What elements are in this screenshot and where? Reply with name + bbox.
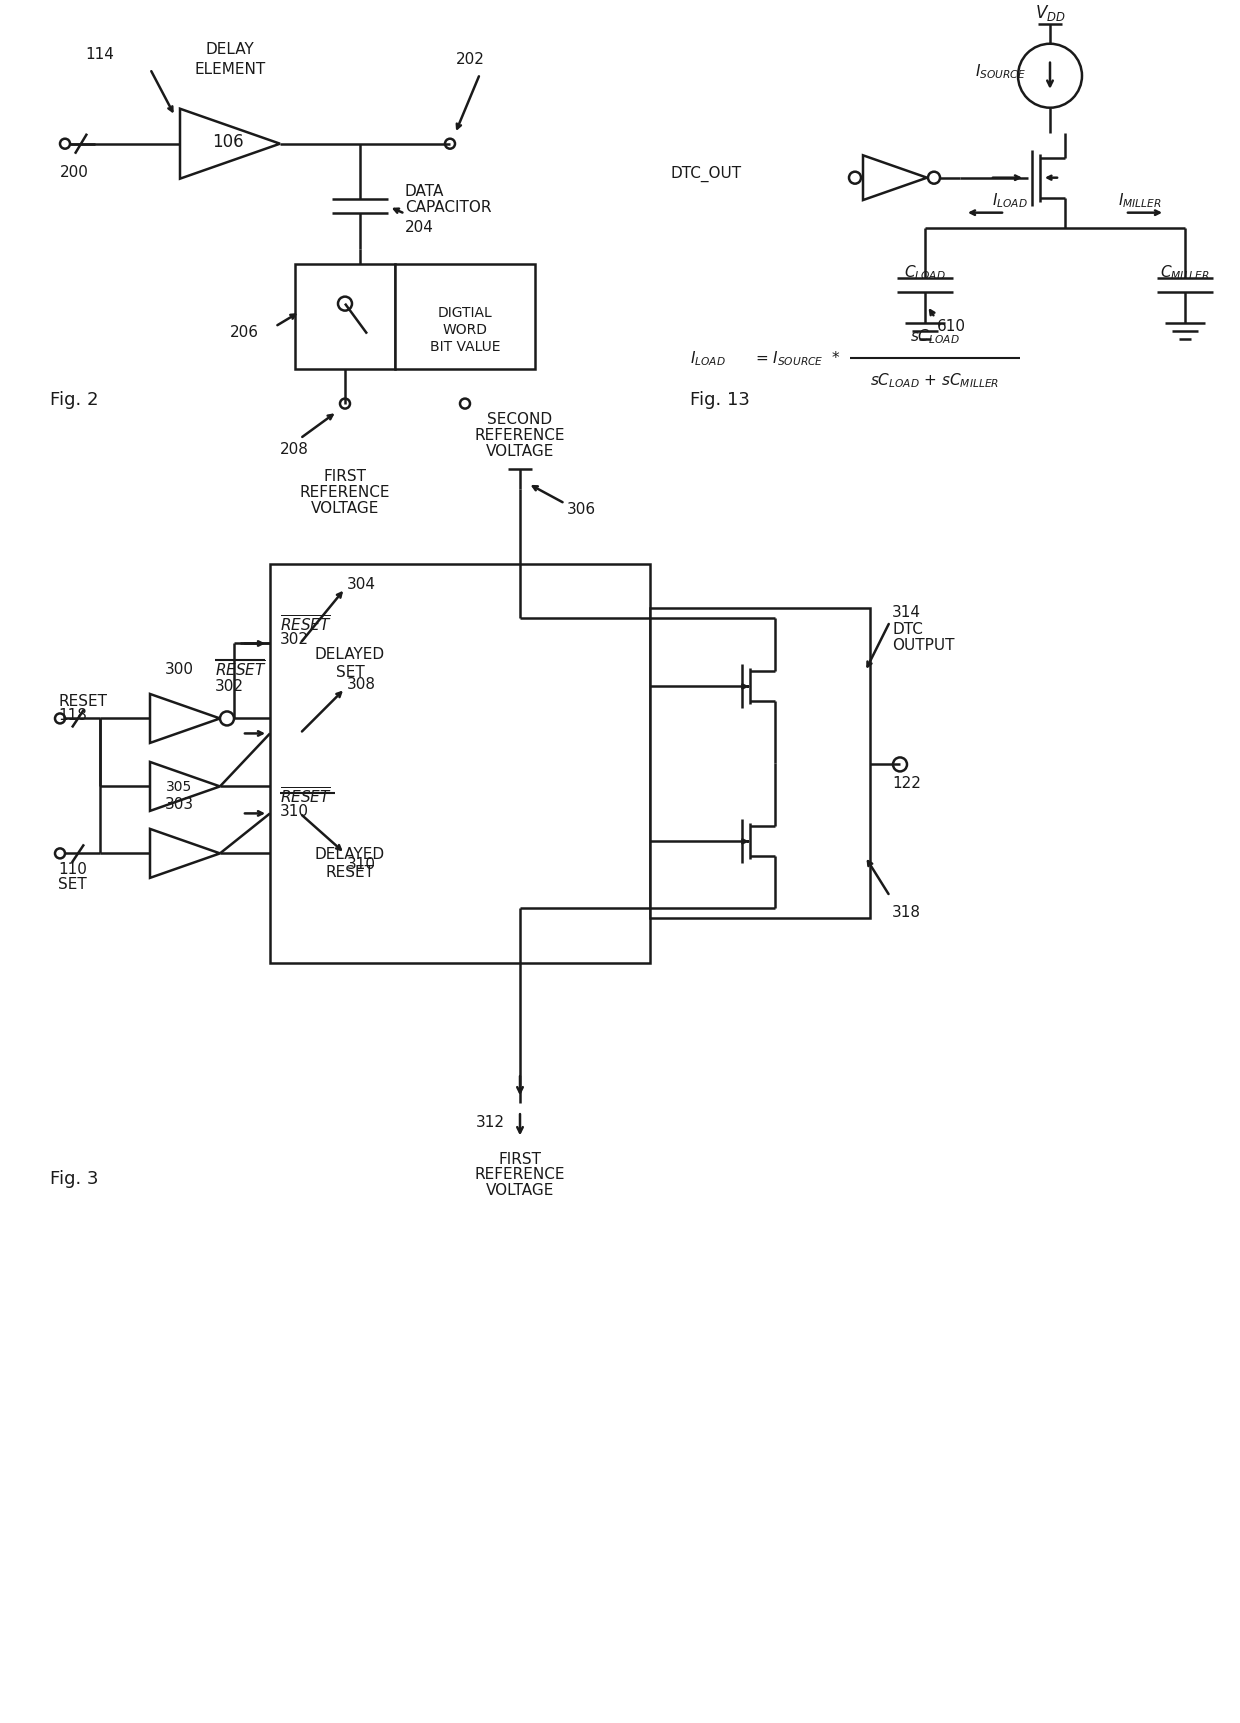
Text: BIT VALUE: BIT VALUE: [430, 339, 500, 353]
Text: $\overline{RESET}$: $\overline{RESET}$: [215, 658, 267, 679]
Text: SET: SET: [58, 877, 87, 891]
Text: RESET: RESET: [58, 694, 107, 708]
Text: 110: 110: [58, 862, 87, 877]
Text: REFERENCE: REFERENCE: [300, 484, 391, 500]
Text: 318: 318: [892, 905, 921, 920]
Text: DELAY: DELAY: [206, 43, 254, 57]
Text: 302: 302: [280, 632, 309, 646]
Text: 310: 310: [347, 856, 376, 872]
Text: 310: 310: [280, 803, 309, 818]
Text: Fig. 3: Fig. 3: [50, 1170, 98, 1187]
Polygon shape: [180, 110, 280, 179]
Text: 208: 208: [280, 441, 309, 457]
Text: DELAYED: DELAYED: [315, 846, 386, 862]
Polygon shape: [150, 694, 219, 744]
Polygon shape: [150, 829, 219, 879]
Text: 302: 302: [215, 679, 244, 694]
Bar: [396, 265, 534, 369]
Text: VOLTAGE: VOLTAGE: [486, 1182, 554, 1197]
Text: 200: 200: [60, 165, 89, 181]
Text: 202: 202: [455, 52, 485, 67]
Text: DTC_OUT: DTC_OUT: [670, 165, 742, 181]
Text: DIGTIAL: DIGTIAL: [438, 305, 492, 319]
Text: $V_{DD}$: $V_{DD}$: [1034, 3, 1065, 22]
Text: Fig. 13: Fig. 13: [689, 391, 750, 408]
Text: VOLTAGE: VOLTAGE: [486, 445, 554, 458]
Text: 312: 312: [476, 1115, 505, 1129]
Text: DELAYED: DELAYED: [315, 646, 386, 662]
Text: 306: 306: [567, 501, 596, 517]
Text: $sC_{LOAD}$ + $sC_{MILLER}$: $sC_{LOAD}$ + $sC_{MILLER}$: [870, 370, 999, 389]
Text: 106: 106: [212, 133, 243, 150]
Text: SECOND: SECOND: [487, 412, 553, 427]
Text: REFERENCE: REFERENCE: [475, 427, 565, 443]
Text: $C_{LOAD}$: $C_{LOAD}$: [904, 264, 946, 283]
Text: OUTPUT: OUTPUT: [892, 638, 955, 653]
Text: $I_{SOURCE}$: $I_{SOURCE}$: [975, 62, 1025, 81]
Text: 314: 314: [892, 605, 921, 620]
Text: 308: 308: [347, 677, 376, 691]
Bar: [295, 265, 396, 369]
Text: RESET: RESET: [325, 865, 374, 879]
Bar: [650, 610, 870, 918]
Text: = $I_{SOURCE}$  *: = $I_{SOURCE}$ *: [755, 350, 841, 367]
Text: VOLTAGE: VOLTAGE: [311, 501, 379, 515]
Text: $I_{MILLER}$: $I_{MILLER}$: [1118, 191, 1162, 210]
Text: 304: 304: [347, 577, 376, 591]
Text: $C_{MILLER}$: $C_{MILLER}$: [1159, 264, 1210, 283]
Polygon shape: [150, 763, 219, 812]
Text: CAPACITOR: CAPACITOR: [405, 200, 491, 215]
Text: 610: 610: [937, 319, 966, 334]
Polygon shape: [863, 157, 928, 202]
Text: $\overline{RESET}$: $\overline{RESET}$: [280, 786, 332, 806]
Text: $I_{LOAD}$: $I_{LOAD}$: [689, 350, 725, 367]
Text: DATA: DATA: [405, 184, 444, 200]
Text: 206: 206: [229, 326, 259, 339]
Bar: [270, 563, 650, 963]
Text: SET: SET: [336, 665, 365, 679]
Text: 118: 118: [58, 708, 87, 722]
Text: WORD: WORD: [443, 322, 487, 336]
Text: $I_{LOAD}$: $I_{LOAD}$: [992, 191, 1028, 210]
Text: DTC: DTC: [892, 622, 923, 636]
Text: 305: 305: [166, 781, 192, 794]
Text: $sC_{LOAD}$: $sC_{LOAD}$: [910, 327, 960, 346]
Text: 204: 204: [405, 221, 434, 234]
Text: 303: 303: [165, 796, 193, 812]
Text: FIRST: FIRST: [498, 1151, 542, 1166]
Text: FIRST: FIRST: [324, 469, 367, 484]
Text: 114: 114: [86, 47, 114, 62]
Text: 300: 300: [165, 662, 193, 677]
Text: 122: 122: [892, 775, 921, 791]
Text: $\overline{RESET}$: $\overline{RESET}$: [280, 613, 332, 634]
Text: ELEMENT: ELEMENT: [195, 62, 265, 78]
Text: Fig. 2: Fig. 2: [50, 391, 98, 408]
Text: REFERENCE: REFERENCE: [475, 1166, 565, 1180]
